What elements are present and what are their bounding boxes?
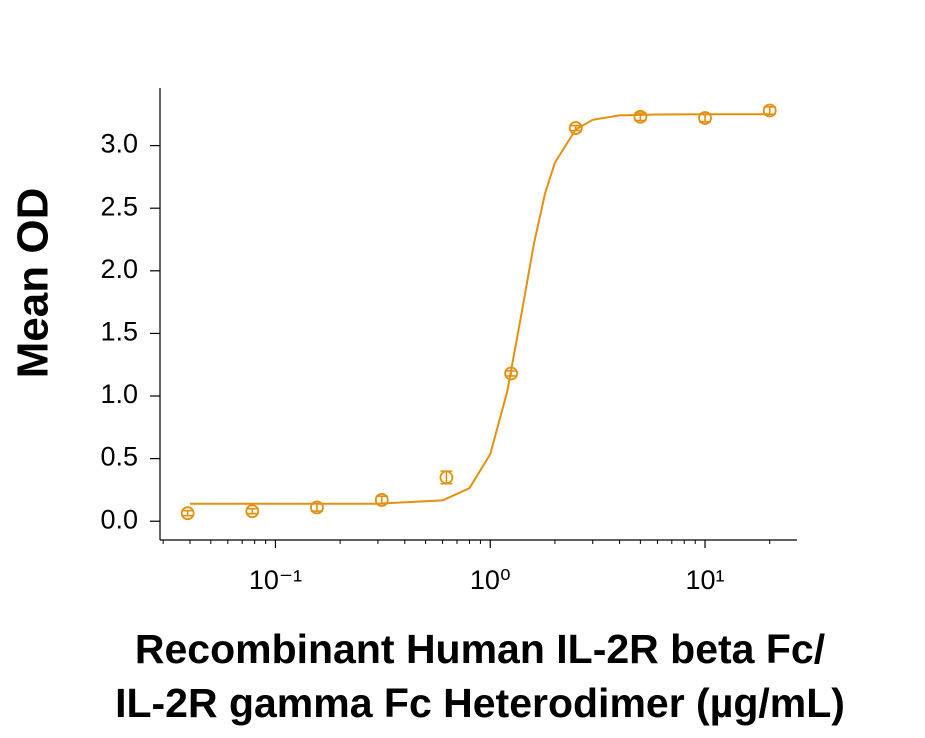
error-bar — [246, 507, 259, 515]
data-point — [180, 506, 195, 521]
data-point — [698, 111, 712, 125]
error-bar — [699, 113, 712, 123]
x-axis-title: Recombinant Human IL-2R beta Fc/ — [135, 626, 825, 672]
x-tick-label: 10⁻¹ — [249, 565, 302, 595]
fit-curve — [190, 113, 770, 505]
data-point — [504, 366, 518, 381]
error-bar — [763, 105, 776, 116]
error-bar — [310, 502, 323, 513]
error-bar — [505, 370, 518, 377]
data-point — [439, 470, 454, 485]
y-tick-label: 2.0 — [100, 254, 138, 284]
data-point — [245, 504, 260, 519]
x-axis-title: IL-2R gamma Fc Heterodimer (µg/mL) — [115, 680, 845, 726]
x-tick-label: 10¹ — [686, 565, 725, 595]
data-point — [633, 109, 648, 124]
data-point — [310, 500, 324, 515]
data-point — [374, 493, 389, 507]
y-tick-label: 3.0 — [100, 129, 138, 159]
error-bar — [181, 509, 194, 517]
y-tick-label: 1.5 — [100, 317, 138, 347]
x-tick-label: 10⁰ — [470, 565, 511, 595]
y-tick-label: 0.0 — [100, 504, 138, 534]
y-axis-title: Mean OD — [9, 188, 58, 379]
y-tick-label: 0.5 — [100, 442, 138, 472]
data-point — [762, 103, 777, 118]
y-tick-label: 2.5 — [100, 191, 138, 221]
y-tick-label: 1.0 — [100, 379, 138, 409]
error-bar — [569, 124, 582, 132]
data-point — [568, 121, 583, 135]
